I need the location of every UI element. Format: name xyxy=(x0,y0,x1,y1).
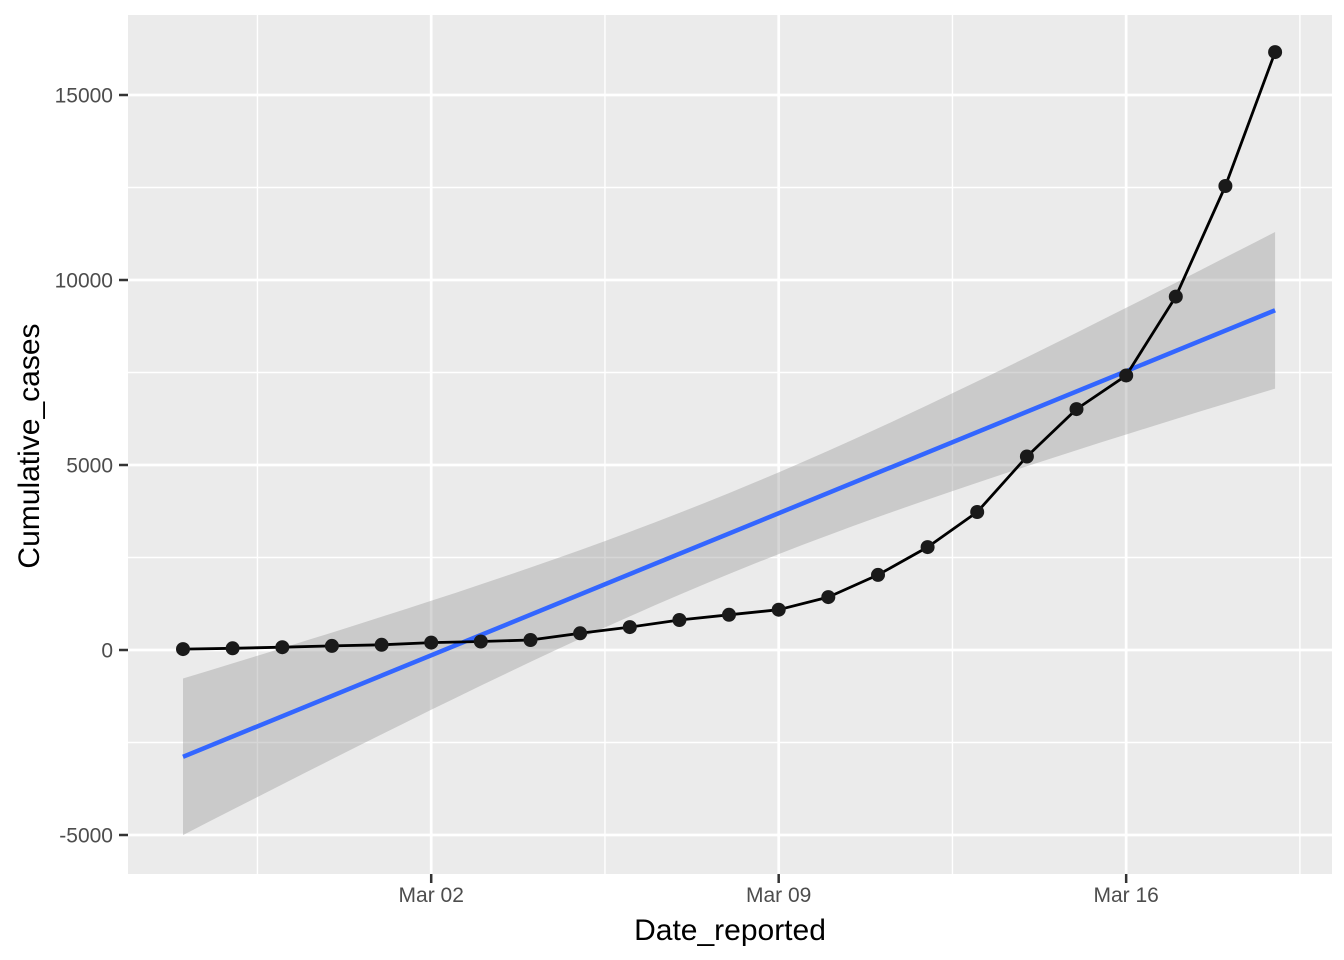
y-tick-label: -5000 xyxy=(59,825,113,848)
data-point xyxy=(771,602,786,617)
data-point xyxy=(672,613,687,627)
x-tick-label: Mar 09 xyxy=(746,884,811,907)
data-point xyxy=(176,642,190,657)
y-tick-label: 15000 xyxy=(55,84,113,107)
data-point xyxy=(573,626,588,641)
panel-background xyxy=(128,15,1332,874)
data-point xyxy=(1218,179,1233,193)
x-tick-label: Mar 16 xyxy=(1093,884,1158,907)
smooth-line xyxy=(182,308,1276,759)
data-point xyxy=(970,505,985,519)
data-point xyxy=(275,640,290,655)
data-point xyxy=(225,641,240,656)
data-points xyxy=(176,45,1283,657)
data-point xyxy=(920,540,935,555)
plot-panel xyxy=(128,15,1332,874)
data-point xyxy=(473,634,488,649)
y-axis-title: Cumulative_cases xyxy=(13,323,46,568)
data-point xyxy=(374,637,389,652)
y-tick-label: 10000 xyxy=(55,269,113,292)
data-point xyxy=(622,620,637,635)
data-point xyxy=(424,635,439,650)
axis-tick-marks xyxy=(119,93,1128,883)
data-point xyxy=(523,633,538,647)
data-point xyxy=(871,567,885,582)
x-axis-title: Date_reported xyxy=(634,914,826,947)
data-point xyxy=(1168,289,1183,304)
regression-line xyxy=(182,308,1276,759)
data-point xyxy=(821,590,836,605)
data-point xyxy=(1119,368,1134,383)
x-axis-tick-labels: Mar 02 Mar 09 Mar 16 xyxy=(399,884,1159,907)
x-tick-label: Mar 02 xyxy=(399,884,464,907)
data-point xyxy=(1268,45,1283,60)
data-point xyxy=(324,638,339,653)
y-axis-tick-labels: -5000 0 5000 10000 15000 xyxy=(55,84,113,847)
data-point xyxy=(1069,402,1084,417)
major-gridlines xyxy=(128,15,1332,874)
data-point xyxy=(1019,449,1034,464)
y-tick-label: 5000 xyxy=(66,454,113,477)
data-point xyxy=(722,607,736,622)
y-tick-label: 0 xyxy=(101,640,113,663)
